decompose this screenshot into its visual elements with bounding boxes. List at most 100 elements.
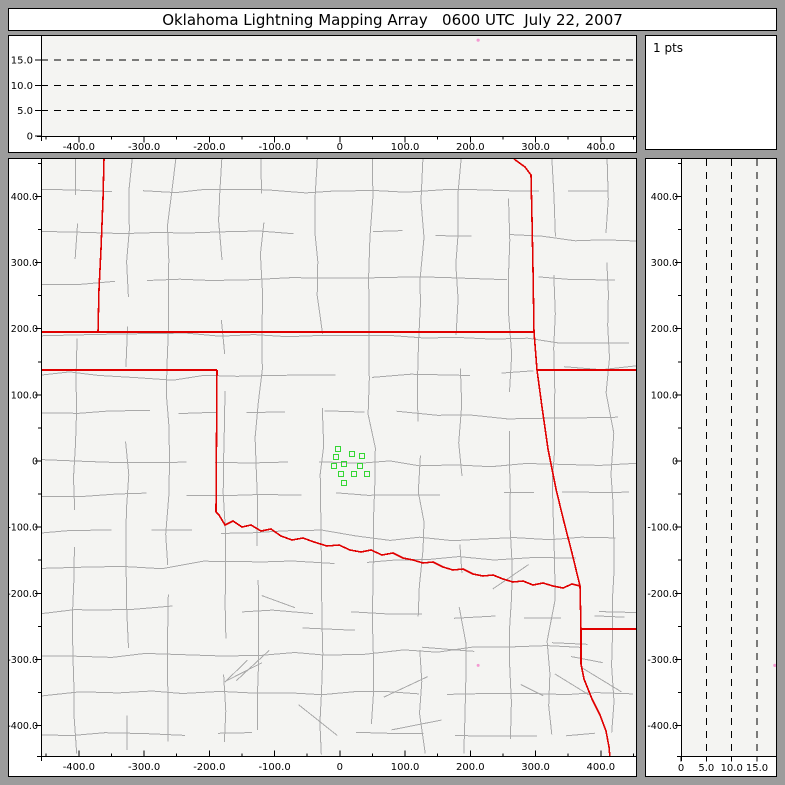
plot-background <box>681 159 776 756</box>
county-line <box>455 159 462 335</box>
y-tick-label: 200.0 <box>651 324 678 335</box>
county-line <box>241 609 314 615</box>
y-tick-label: 300.0 <box>11 258 38 269</box>
x-tick-label: 300.0 <box>521 142 550 152</box>
county-line <box>508 430 513 740</box>
county-line <box>391 719 442 731</box>
county-borders <box>41 159 636 755</box>
county-line <box>256 579 260 731</box>
county-line <box>41 529 112 534</box>
ok-tx-100w-border <box>215 369 218 513</box>
x-tick-label: 100.0 <box>391 762 420 773</box>
plot-background <box>41 36 636 136</box>
county-line <box>319 408 325 755</box>
county-line <box>335 492 441 496</box>
county-line <box>224 662 263 682</box>
y-tick-label: 100.0 <box>651 390 678 401</box>
county-line <box>351 611 423 615</box>
x-tick-label: 0 <box>678 763 684 774</box>
points-count-label: 1 pts <box>653 41 684 55</box>
county-line <box>41 280 116 286</box>
x-tick-label: 200.0 <box>456 142 485 152</box>
lma-station-marker <box>332 453 340 461</box>
county-line <box>324 410 365 413</box>
plan-view-plot: 400.0 300.0 200.0 100.0 0 -100.0 -200.0 -300.0 -… <box>9 159 636 773</box>
lma-station-marker <box>330 462 338 470</box>
county-line <box>501 370 534 374</box>
altitude-histogram-panel: 1 pts <box>645 35 777 150</box>
x-tick-label: -200.0 <box>193 762 225 773</box>
y-tick-label: -200.0 <box>9 589 38 600</box>
x-tick-label: -400.0 <box>63 762 95 773</box>
county-line <box>41 605 173 615</box>
y-tick-label: 200.0 <box>11 324 38 335</box>
county-line <box>260 159 262 194</box>
county-line <box>165 159 177 565</box>
county-line <box>214 461 288 464</box>
county-line <box>372 230 403 233</box>
y-tick-label: -400.0 <box>647 721 678 732</box>
county-line <box>41 410 151 414</box>
county-line <box>446 692 634 696</box>
x-tick-label: 400.0 <box>586 762 615 773</box>
county-line <box>220 529 616 542</box>
county-line <box>421 646 475 652</box>
county-line <box>217 732 253 734</box>
y-tick-label: -100.0 <box>647 523 678 534</box>
county-line <box>507 198 513 392</box>
county-line <box>41 371 336 381</box>
county-line <box>220 320 226 354</box>
county-line <box>546 274 556 735</box>
red-river-border <box>215 511 581 589</box>
x-tick-label: 0 <box>337 142 343 152</box>
county-line <box>417 455 425 617</box>
county-line <box>302 627 355 631</box>
lma-station-marker <box>358 452 366 460</box>
county-line <box>318 460 636 468</box>
y-tick-label: 400.0 <box>11 192 38 203</box>
y-tick-label: -400.0 <box>9 721 38 732</box>
county-line <box>261 595 296 609</box>
county-line <box>458 368 463 477</box>
x-tick-label: -100.0 <box>258 762 290 773</box>
ew-altitude-panel: 0 5.0 10.0 15.0 -400.0 -300.0 -200.0 -100.0 0 100… <box>8 35 637 153</box>
county-line <box>594 615 625 618</box>
lightning-point <box>773 663 776 668</box>
x-tick-label: -400.0 <box>63 142 95 152</box>
county-line <box>224 659 248 683</box>
county-line <box>459 544 463 574</box>
county-line <box>455 735 538 737</box>
county-line <box>551 159 556 237</box>
county-line <box>355 731 424 735</box>
lightning-point <box>476 38 480 42</box>
county-line <box>371 373 470 378</box>
county-line <box>41 188 112 193</box>
county-line <box>582 667 622 693</box>
county-line <box>246 411 286 413</box>
x-tick-label: 400.0 <box>586 142 615 152</box>
county-line <box>235 649 270 682</box>
lma-station-marker <box>340 479 348 487</box>
y-tick-label: 300.0 <box>651 258 678 269</box>
county-line <box>218 159 223 261</box>
county-line <box>492 564 529 590</box>
county-line <box>416 159 425 422</box>
map-layers <box>41 159 636 756</box>
x-tick-label: 0 <box>337 762 343 773</box>
x-tick-label: 300.0 <box>521 762 550 773</box>
y-tick-label: -200.0 <box>647 589 678 600</box>
title-bar: Oklahoma Lightning Mapping Array 0600 UT… <box>8 8 777 31</box>
x-tick-label: 10.0 <box>721 763 743 774</box>
county-line <box>538 276 615 281</box>
x-tick-label: -300.0 <box>128 142 160 152</box>
lma-station-marker <box>363 470 371 478</box>
county-line <box>41 459 187 463</box>
lma-station-marker <box>337 470 345 478</box>
window-title: Oklahoma Lightning Mapping Array 0600 UT… <box>162 10 623 29</box>
county-line <box>383 676 429 698</box>
ew-altitude-plot: 0 5.0 10.0 15.0 -400.0 -300.0 -200.0 -100.0 0 100… <box>11 36 636 152</box>
county-line <box>562 491 630 493</box>
county-line <box>74 223 79 260</box>
county-line <box>223 674 227 743</box>
